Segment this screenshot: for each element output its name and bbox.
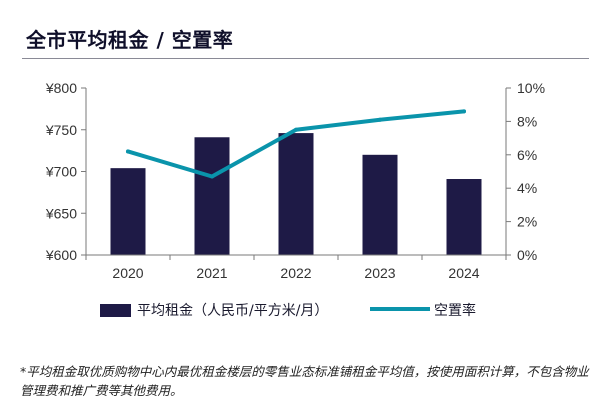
- chart-title: 全市平均租金 / 空置率: [26, 28, 234, 52]
- bar-2023: [362, 154, 398, 255]
- y-left-tick-label: ¥650: [45, 205, 77, 221]
- y-left-tick-label: ¥600: [45, 247, 77, 263]
- vacancy-point-2023: [378, 117, 382, 122]
- bar-2021: [194, 137, 230, 255]
- y-right-tick-label: 6%: [517, 147, 537, 163]
- y-right-tick-label: 0%: [517, 247, 537, 263]
- chart-area: ¥600 ¥650 ¥700 ¥750 ¥800 0% 2% 4% 6% 8% 10% 2020 202…: [45, 80, 545, 281]
- legend-label-vacancy: 空置率: [434, 303, 476, 319]
- legend-label-rent: 平均租金（人民币/平方米/月）: [137, 303, 329, 319]
- legend-item-rent: 平均租金（人民币/平方米/月）: [100, 300, 328, 320]
- vacancy-point-2020: [126, 149, 130, 154]
- vacancy-point-2024: [462, 109, 466, 114]
- x-tick-label-2023: 2023: [364, 265, 395, 281]
- bar-2024: [446, 179, 482, 255]
- legend-swatch-rent: [100, 304, 131, 317]
- x-tick-label-2020: 2020: [112, 265, 143, 281]
- y-right-tick-label: 4%: [517, 180, 537, 196]
- x-tick-label-2022: 2022: [280, 265, 311, 281]
- x-tick-label-2024: 2024: [448, 265, 479, 281]
- legend-swatch-vacancy: [370, 307, 430, 311]
- y-left-tick-label: ¥750: [45, 122, 77, 138]
- bar-2022: [278, 133, 314, 255]
- y-right-tick-label: 8%: [517, 113, 537, 129]
- y-right-tick-label: 10%: [517, 80, 545, 96]
- footnote: *平均租金取优质购物中心内最优租金楼层的零售业态标准铺租金平均值，按使用面积计算…: [20, 364, 589, 398]
- vacancy-point-2022: [294, 127, 298, 132]
- y-left-tick-label: ¥700: [45, 164, 77, 180]
- y-left-tick-label: ¥800: [45, 80, 77, 96]
- y-right-tick-label: 2%: [517, 214, 537, 230]
- title-underline: [22, 58, 589, 59]
- vacancy-point-2021: [210, 174, 214, 179]
- bar-2020: [110, 168, 146, 255]
- x-tick-label-2021: 2021: [196, 265, 227, 281]
- legend-item-vacancy: 空置率: [370, 300, 476, 320]
